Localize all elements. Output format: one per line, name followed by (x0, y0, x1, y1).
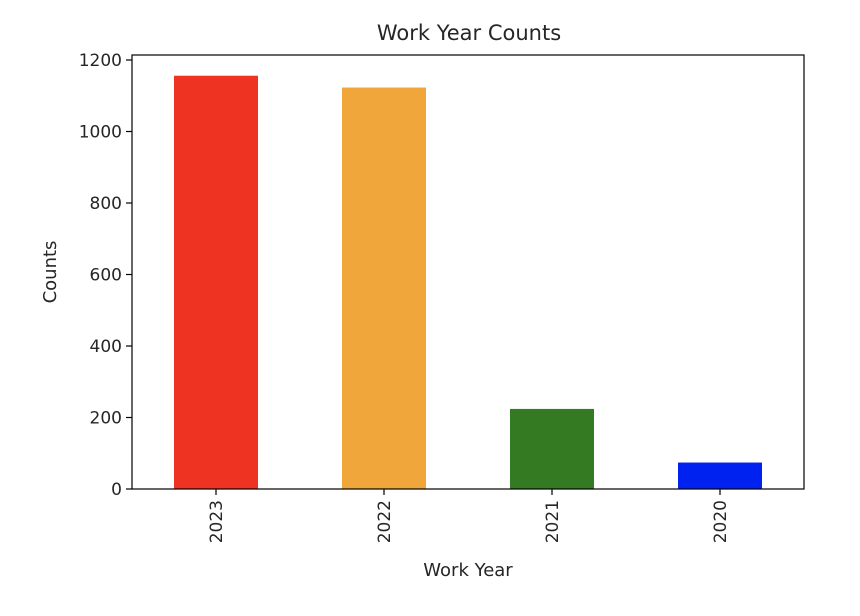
bars-group (174, 75, 762, 489)
y-axis-label: Counts (40, 241, 61, 304)
y-tick-label: 1200 (79, 51, 122, 71)
bar-2023 (174, 75, 258, 489)
x-tick-label: 2023 (207, 500, 227, 543)
y-tick-label: 800 (90, 194, 122, 214)
y-tick-label: 400 (90, 337, 122, 357)
bar-2020 (678, 462, 762, 489)
plot-frame (131, 54, 805, 490)
x-tick-label: 2020 (711, 500, 731, 543)
x-axis: 2023 2022 2021 2020 (207, 489, 731, 543)
x-axis-label: Work Year (423, 560, 513, 581)
y-tick-label: 200 (90, 409, 122, 429)
bar-2022 (342, 87, 426, 489)
y-tick-label: 0 (111, 480, 122, 500)
y-axis: 0 200 400 600 800 1000 1200 (79, 51, 132, 500)
y-tick-label: 600 (90, 266, 122, 286)
chart-title: Work Year Counts (377, 21, 561, 45)
y-tick-label: 1000 (79, 123, 122, 143)
bar-2021 (510, 408, 594, 489)
x-tick-label: 2022 (375, 500, 395, 543)
x-tick-label: 2021 (543, 500, 563, 543)
